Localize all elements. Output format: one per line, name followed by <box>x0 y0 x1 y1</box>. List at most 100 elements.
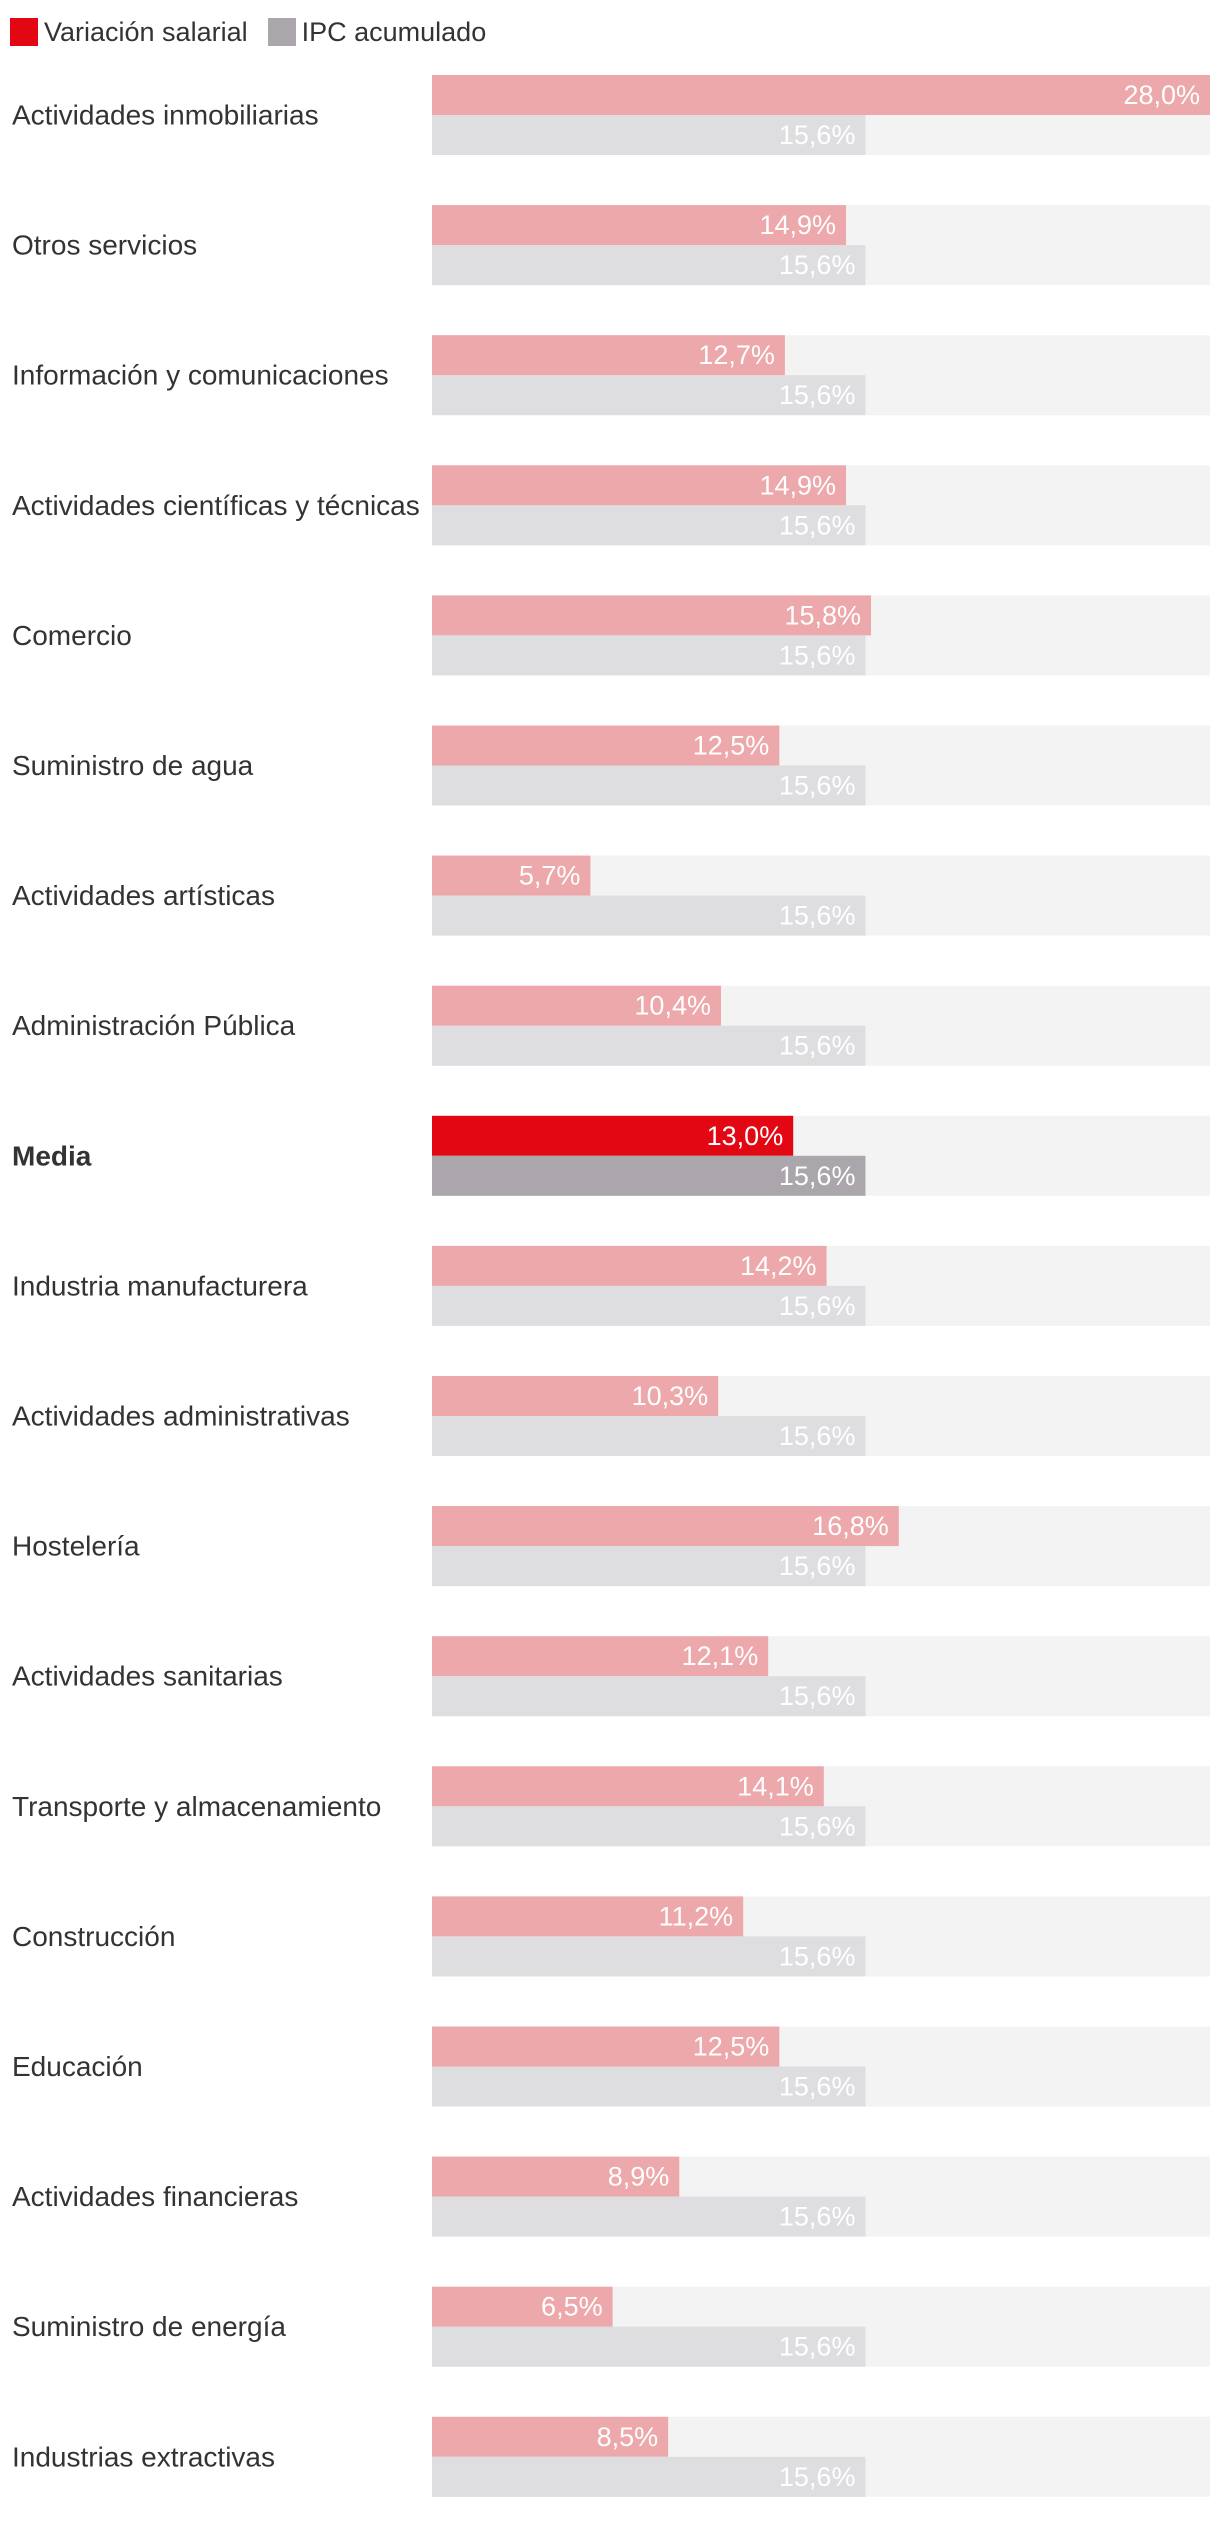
bar-variacion-salarial-suministro-de-energia <box>432 2286 613 2327</box>
data-label-variacion-salarial-hosteleria: 16,8% <box>812 1511 889 1541</box>
chart-legend: Variación salarial IPC acumulado <box>10 14 506 50</box>
bar-ipc-acumulado-actividades-sanitarias <box>432 1676 866 1717</box>
category-label-actividades-administrativas: Actividades administrativas <box>12 1401 350 1432</box>
data-label-variacion-salarial-actividades-sanitarias: 12,1% <box>682 1641 759 1671</box>
bar-variacion-salarial-educacion <box>432 2026 780 2067</box>
category-label-suministro-de-agua: Suministro de agua <box>12 750 254 781</box>
data-label-variacion-salarial-actividades-artisticas: 5,7% <box>519 861 581 891</box>
category-label-hosteleria: Hostelería <box>12 1531 140 1562</box>
bar-variacion-salarial-transporte-y-almacenamiento <box>432 1766 824 1807</box>
data-label-variacion-salarial-suministro-de-energia: 6,5% <box>541 2292 603 2322</box>
bar-variacion-salarial-actividades-administrativas <box>432 1376 719 1416</box>
bar-ipc-acumulado-industrias-extractivas <box>432 2456 866 2497</box>
bar-ipc-acumulado-media <box>432 1155 866 1196</box>
category-label-media: Media <box>12 1140 92 1171</box>
data-label-variacion-salarial-educacion: 12,5% <box>693 2032 770 2062</box>
bar-ipc-acumulado-actividades-artisticas <box>432 895 866 936</box>
category-label-administracion-publica: Administración Pública <box>12 1010 296 1041</box>
data-label-ipc-acumulado-otros-servicios: 15,6% <box>779 250 856 280</box>
data-label-variacion-salarial-transporte-y-almacenamiento: 14,1% <box>737 1771 814 1801</box>
legend-label-ipc-acumulado: IPC acumulado <box>301 16 487 47</box>
data-label-variacion-salarial-actividades-financieras: 8,9% <box>608 2162 670 2192</box>
data-label-variacion-salarial-actividades-inmobiliarias: 28,0% <box>1123 80 1200 110</box>
bar-ipc-acumulado-otros-servicios <box>432 245 866 286</box>
legend-item-ipc-acumulado[interactable]: IPC acumulado <box>267 16 487 48</box>
bar-ipc-acumulado-suministro-de-agua <box>432 765 866 806</box>
bar-variacion-salarial-actividades-cientificas-y-tecnicas <box>432 465 847 506</box>
bar-variacion-salarial-administracion-publica <box>432 985 721 1026</box>
data-label-ipc-acumulado-industria-manufacturera: 15,6% <box>779 1291 856 1321</box>
category-label-actividades-inmobiliarias: Actividades inmobiliarias <box>12 100 319 131</box>
bar-variacion-salarial-hosteleria <box>432 1506 899 1547</box>
bar-ipc-acumulado-informacion-y-comunicaciones <box>432 375 866 416</box>
data-label-ipc-acumulado-suministro-de-agua: 15,6% <box>779 771 856 801</box>
data-label-ipc-acumulado-industrias-extractivas: 15,6% <box>779 2462 856 2492</box>
data-label-variacion-salarial-comercio: 15,8% <box>784 600 861 630</box>
data-label-variacion-salarial-informacion-y-comunicaciones: 12,7% <box>698 340 775 370</box>
data-label-ipc-acumulado-hosteleria: 15,6% <box>779 1551 856 1581</box>
data-label-variacion-salarial-suministro-de-agua: 12,5% <box>693 731 770 761</box>
bar-ipc-acumulado-comercio <box>432 635 866 676</box>
data-label-ipc-acumulado-actividades-financieras: 15,6% <box>779 2202 856 2232</box>
bar-ipc-acumulado-administracion-publica <box>432 1025 866 1066</box>
category-label-educacion: Educación <box>12 2051 143 2082</box>
bar-variacion-salarial-industrias-extractivas <box>432 2416 669 2457</box>
legend-swatch-ipc-acumulado <box>267 18 296 46</box>
bar-ipc-acumulado-educacion <box>432 2066 866 2107</box>
data-label-variacion-salarial-otros-servicios: 14,9% <box>759 210 836 240</box>
category-label-otros-servicios: Otros servicios <box>12 230 197 261</box>
legend-item-variacion-salarial[interactable]: Variación salarial <box>10 17 248 48</box>
bar-variacion-salarial-industria-manufacturera <box>432 1245 827 1286</box>
bar-variacion-salarial-informacion-y-comunicaciones <box>432 335 785 376</box>
bar-ipc-acumulado-actividades-cientificas-y-tecnicas <box>432 505 866 546</box>
category-label-actividades-sanitarias: Actividades sanitarias <box>12 1661 283 1692</box>
category-label-actividades-cientificas-y-tecnicas: Actividades científicas y técnicas <box>12 490 420 521</box>
bar-variacion-salarial-actividades-sanitarias <box>432 1636 769 1677</box>
bar-ipc-acumulado-industria-manufacturera <box>432 1285 866 1326</box>
data-label-ipc-acumulado-suministro-de-energia: 15,6% <box>779 2332 856 2362</box>
bar-ipc-acumulado-actividades-financieras <box>432 2196 866 2237</box>
data-label-ipc-acumulado-actividades-artisticas: 15,6% <box>779 901 856 931</box>
bar-ipc-acumulado-transporte-y-almacenamiento <box>432 1806 866 1847</box>
legend-label-variacion-salarial: Variación salarial <box>44 16 248 47</box>
data-label-ipc-acumulado-educacion: 15,6% <box>779 2072 856 2102</box>
data-label-variacion-salarial-industrias-extractivas: 8,5% <box>597 2422 659 2452</box>
bar-variacion-salarial-media <box>432 1115 794 1156</box>
bar-variacion-salarial-construccion <box>432 1896 744 1937</box>
data-label-variacion-salarial-administracion-publica: 10,4% <box>634 991 711 1021</box>
data-label-ipc-acumulado-informacion-y-comunicaciones: 15,6% <box>779 380 856 410</box>
data-label-variacion-salarial-actividades-administrativas: 10,3% <box>632 1381 709 1411</box>
bar-ipc-acumulado-construccion <box>432 1936 866 1977</box>
data-label-ipc-acumulado-transporte-y-almacenamiento: 15,6% <box>779 1811 856 1841</box>
category-label-comercio: Comercio <box>12 620 132 651</box>
data-label-ipc-acumulado-comercio: 15,6% <box>779 640 856 670</box>
data-label-ipc-acumulado-actividades-inmobiliarias: 15,6% <box>779 120 856 150</box>
data-label-variacion-salarial-actividades-cientificas-y-tecnicas: 14,9% <box>759 470 836 500</box>
data-label-variacion-salarial-media: 13,0% <box>707 1121 784 1151</box>
bar-ipc-acumulado-actividades-administrativas <box>432 1416 866 1456</box>
bar-variacion-salarial-actividades-artisticas <box>432 855 591 896</box>
data-label-ipc-acumulado-construccion: 15,6% <box>779 1941 856 1971</box>
data-label-ipc-acumulado-media: 15,6% <box>779 1161 856 1191</box>
data-label-variacion-salarial-industria-manufacturera: 14,2% <box>740 1251 817 1281</box>
category-label-transporte-y-almacenamiento: Transporte y almacenamiento <box>12 1791 381 1822</box>
bar-variacion-salarial-otros-servicios <box>432 205 847 246</box>
category-label-suministro-de-energia: Suministro de energía <box>12 2311 286 2342</box>
bar-ipc-acumulado-actividades-inmobiliarias <box>432 115 866 155</box>
data-label-ipc-acumulado-actividades-sanitarias: 15,6% <box>779 1681 856 1711</box>
bar-variacion-salarial-actividades-financieras <box>432 2156 680 2197</box>
category-label-industria-manufacturera: Industria manufacturera <box>12 1270 308 1301</box>
category-label-construccion: Construcción <box>12 1921 175 1952</box>
data-label-ipc-acumulado-actividades-cientificas-y-tecnicas: 15,6% <box>779 510 856 540</box>
category-label-industrias-extractivas: Industrias extractivas <box>12 2441 275 2472</box>
bar-variacion-salarial-comercio <box>432 595 872 636</box>
bar-variacion-salarial-suministro-de-agua <box>432 725 780 766</box>
category-label-informacion-y-comunicaciones: Información y comunicaciones <box>12 360 389 391</box>
category-label-actividades-artisticas: Actividades artísticas <box>12 880 275 911</box>
data-label-ipc-acumulado-actividades-administrativas: 15,6% <box>779 1421 856 1451</box>
data-label-ipc-acumulado-administracion-publica: 15,6% <box>779 1031 856 1061</box>
data-label-variacion-salarial-construccion: 11,2% <box>659 1901 734 1931</box>
bar-variacion-salarial-actividades-inmobiliarias <box>432 75 1210 115</box>
bar-ipc-acumulado-hosteleria <box>432 1546 866 1587</box>
